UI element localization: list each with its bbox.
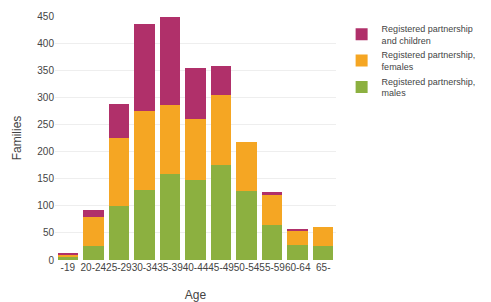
svg-text:Families: Families [10,116,24,161]
svg-text:400: 400 [37,38,54,49]
svg-text:25-29: 25-29 [106,262,132,273]
svg-text:50-54: 50-54 [234,262,260,273]
svg-text:100: 100 [37,200,54,211]
svg-text:0: 0 [48,255,54,266]
svg-text:150: 150 [37,173,54,184]
svg-text:60-64: 60-64 [285,262,311,273]
svg-text:200: 200 [37,146,54,157]
svg-text:Registered partnership,females: Registered partnership,females [382,50,476,72]
svg-text:300: 300 [37,92,54,103]
svg-text:450: 450 [37,11,54,22]
svg-text:350: 350 [37,65,54,76]
svg-text:40-44: 40-44 [183,262,209,273]
svg-text:50: 50 [43,227,55,238]
svg-text:Age: Age [185,288,207,302]
svg-text:20-24: 20-24 [81,262,107,273]
svg-text:55-59: 55-59 [259,262,285,273]
svg-text:Registered partnership,males: Registered partnership,males [382,77,476,99]
svg-text:-19: -19 [61,262,76,273]
svg-text:Registered partnershipand chil: Registered partnershipand children [382,24,473,46]
svg-text:35-39: 35-39 [157,262,183,273]
svg-text:65-: 65- [316,262,330,273]
svg-text:250: 250 [37,119,54,130]
svg-text:30-34: 30-34 [132,262,158,273]
svg-text:45-49: 45-49 [208,262,234,273]
